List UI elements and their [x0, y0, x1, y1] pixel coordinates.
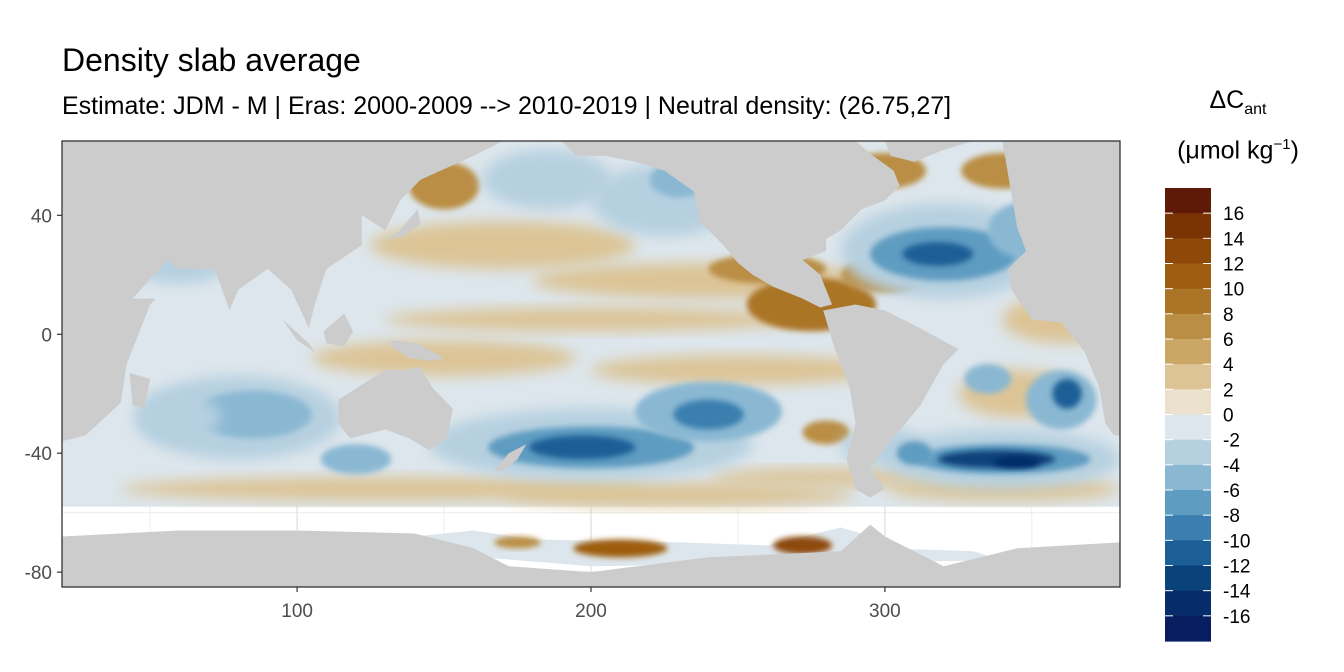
anomaly-patch: [494, 536, 542, 549]
anomaly-patch: [937, 450, 1056, 469]
colorbar-swatch: [1165, 188, 1211, 214]
land-madagascar: [129, 372, 151, 409]
anomaly-patch: [902, 242, 974, 266]
colorbar-label: -4: [1223, 456, 1240, 477]
anomaly-patch: [482, 149, 612, 210]
land-sumatra: [282, 319, 315, 353]
colorbar-label: -14: [1223, 582, 1251, 603]
y-tick-label: 40: [31, 206, 52, 227]
colorbar-swatch: [1165, 590, 1211, 617]
land-africa-east: [1002, 141, 1120, 436]
anomaly-patch: [529, 435, 636, 460]
y-tick-label: 0: [41, 325, 52, 346]
land-new-guinea: [391, 340, 445, 361]
colorbar-swatch: [1165, 515, 1211, 541]
anomaly-patches: [120, 149, 1120, 558]
colorbar-swatch: [1165, 490, 1211, 516]
colorbar-label: 0: [1223, 406, 1234, 427]
land-greenland: [884, 141, 974, 162]
colorbar-swatch: [1165, 238, 1211, 265]
land-australia: [338, 367, 453, 451]
land-antarctica: [62, 524, 1120, 587]
colorbar-swatch: [1165, 389, 1211, 416]
x-tick-label: 200: [575, 601, 607, 622]
colorbar-swatch: [1165, 263, 1211, 290]
colorbar-label: -10: [1223, 531, 1250, 552]
colorbar-label: -12: [1223, 557, 1250, 578]
land-north-america: [561, 141, 900, 308]
anomaly-patch: [964, 364, 1012, 394]
colorbar-label: -2: [1223, 431, 1240, 452]
anomaly-patch: [194, 390, 312, 439]
anomaly-patch: [573, 539, 668, 558]
map-panel: [62, 141, 1120, 587]
anomaly-patch: [773, 536, 832, 555]
anomaly-patch: [502, 482, 856, 507]
anomaly-patch: [993, 456, 1041, 469]
colorbar-swatch: [1165, 615, 1211, 642]
colorbar: 16 14 12 10 8 6 4 2 0 -2 -4 -6 -8 -10 -12 -14 -16: [1165, 188, 1251, 642]
land-south-america: [823, 304, 959, 498]
colorbar-swatch: [1165, 464, 1211, 491]
colorbar-swatch: [1165, 414, 1211, 441]
colorbar-swatch: [1165, 339, 1211, 365]
colorbar-label: 12: [1223, 255, 1244, 276]
anomaly-patch: [591, 355, 885, 385]
colorbar-label: 2: [1223, 380, 1234, 401]
chart-title: Density slab average: [62, 42, 361, 78]
land-africa-eurasia-west: [62, 141, 503, 442]
colorbar-label: 16: [1223, 204, 1244, 225]
anomaly-patch: [896, 441, 932, 466]
anomaly-patch: [1052, 378, 1082, 409]
colorbar-label: -8: [1223, 506, 1240, 527]
anomaly-patch: [802, 420, 850, 445]
legend-title-symbol: ΔCant: [1209, 86, 1267, 118]
land-mask: [62, 141, 1120, 587]
colorbar-swatch: [1165, 540, 1211, 567]
land-japan: [385, 209, 421, 240]
anomaly-patch: [311, 340, 577, 376]
colorbar-label: 10: [1223, 280, 1244, 301]
x-tick-label: 300: [869, 601, 901, 622]
land-borneo: [323, 313, 353, 347]
y-tick-label: -80: [25, 563, 52, 584]
anomaly-patch: [320, 444, 392, 475]
colorbar-swatch: [1165, 213, 1211, 239]
colorbar-swatch: [1165, 313, 1211, 340]
colorbar-label: 6: [1223, 330, 1234, 351]
colorbar-label: 8: [1223, 305, 1234, 326]
colorbar-swatch: [1165, 364, 1211, 390]
colorbar-label: 14: [1223, 229, 1245, 250]
anomaly-patch: [385, 307, 797, 332]
y-tick-label: -40: [25, 444, 52, 465]
colorbar-label: -6: [1223, 481, 1240, 502]
anomaly-patch: [673, 399, 744, 430]
x-tick-label: 100: [281, 601, 313, 622]
legend-title-unit: (μmol kg−1): [1177, 136, 1299, 165]
colorbar-label: 4: [1223, 355, 1234, 376]
chart-subtitle: Estimate: JDM - M | Eras: 2000-2009 --> …: [62, 92, 952, 120]
anomaly-patch: [370, 221, 636, 269]
land-new-zealand: [494, 444, 527, 471]
colorbar-label: -16: [1223, 607, 1250, 628]
colorbar-swatch: [1165, 565, 1211, 592]
colorbar-swatch: [1165, 439, 1211, 466]
colorbar-swatch: [1165, 288, 1211, 315]
anomaly-patch: [708, 468, 944, 486]
anomaly-patch: [138, 393, 221, 442]
